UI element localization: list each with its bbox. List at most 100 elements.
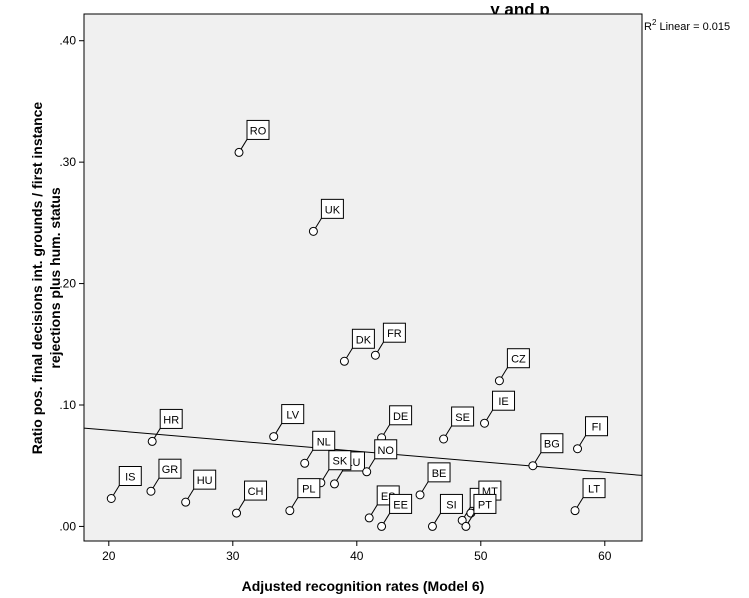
point-marker xyxy=(232,508,242,518)
x-tick-label: 50 xyxy=(474,549,488,563)
data-point-lt: LT xyxy=(570,478,606,516)
label-box xyxy=(281,404,305,425)
data-point-cz: CZ xyxy=(494,348,530,386)
label-box xyxy=(246,119,270,140)
y-tick-label: .20 xyxy=(59,277,76,291)
data-point-gr: GR xyxy=(146,458,182,496)
label-box xyxy=(297,478,321,499)
point-marker xyxy=(106,494,116,503)
point-marker xyxy=(146,486,156,496)
data-point-nl: NL xyxy=(300,430,336,468)
point-marker xyxy=(494,376,504,386)
point-marker xyxy=(147,436,157,446)
point-label: SE xyxy=(455,412,470,424)
point-marker xyxy=(269,432,279,442)
data-point-de: DE xyxy=(377,405,413,443)
label-box xyxy=(351,328,375,349)
label-box xyxy=(374,439,398,460)
data-point-is: IS xyxy=(106,466,142,503)
data-point-ro: RO xyxy=(234,119,270,157)
point-marker xyxy=(181,497,191,507)
data-point-hu: HU xyxy=(181,469,217,507)
label-box xyxy=(540,433,564,454)
data-point-uk: UK xyxy=(308,198,344,236)
x-tick-label: 60 xyxy=(598,549,612,563)
data-point-lv: LV xyxy=(269,404,305,442)
label-box xyxy=(328,450,352,471)
label-box xyxy=(389,493,413,514)
point-label: LV xyxy=(286,410,299,422)
point-label: RO xyxy=(250,125,267,137)
point-label: EE xyxy=(393,499,408,511)
point-label: GR xyxy=(162,464,179,476)
y-tick-label: .00 xyxy=(59,519,76,533)
point-label: UK xyxy=(325,204,341,216)
point-label: BG xyxy=(544,439,560,451)
point-label: SK xyxy=(332,456,347,468)
data-point-dk: DK xyxy=(339,328,375,366)
data-point-no: NO xyxy=(362,439,398,477)
label-box xyxy=(312,430,336,451)
point-marker xyxy=(308,226,318,236)
label-box xyxy=(506,348,530,369)
point-label: HU xyxy=(197,475,213,487)
point-marker xyxy=(364,513,374,523)
point-label: SI xyxy=(446,499,456,511)
label-box xyxy=(320,198,344,219)
point-marker xyxy=(234,147,244,157)
point-label: BE xyxy=(432,468,447,480)
point-marker xyxy=(300,458,310,468)
point-label: PL xyxy=(302,484,315,496)
point-label: LT xyxy=(588,484,600,496)
data-point-hr: HR xyxy=(147,408,183,446)
point-marker xyxy=(439,434,449,444)
point-marker xyxy=(427,521,437,531)
point-marker xyxy=(528,461,538,471)
point-label: PT xyxy=(478,499,492,511)
label-box xyxy=(158,458,182,479)
data-point-fi: FI xyxy=(573,416,609,454)
label-box xyxy=(389,405,413,426)
label-box xyxy=(492,390,516,411)
r-squared-label: R2 Linear = 0.015 xyxy=(644,18,730,33)
point-marker xyxy=(461,521,471,531)
x-tick-label: 40 xyxy=(350,549,364,563)
data-point-ch: CH xyxy=(232,480,268,518)
x-tick-label: 30 xyxy=(226,549,240,563)
point-marker xyxy=(370,350,380,360)
y-axis-title-line1: Ratio pos. final decisions int. grounds … xyxy=(29,102,45,455)
y-tick-label: .40 xyxy=(59,34,76,48)
x-tick-label: 20 xyxy=(102,549,116,563)
y-tick-label: .30 xyxy=(59,155,76,169)
point-label: NL xyxy=(317,436,331,448)
point-marker xyxy=(377,521,387,531)
label-box xyxy=(159,408,183,429)
point-label: DE xyxy=(393,411,408,423)
point-label: CZ xyxy=(511,354,526,366)
label-box xyxy=(193,469,217,490)
data-point-ie: IE xyxy=(480,390,516,428)
y-axis-ticks: .00 .10 .20 .30 .40 xyxy=(59,34,84,533)
label-box xyxy=(244,480,268,501)
point-marker xyxy=(362,467,372,477)
point-marker xyxy=(573,444,583,454)
point-marker xyxy=(329,479,339,489)
label-box xyxy=(582,478,606,499)
y-tick-label: .10 xyxy=(59,398,76,412)
data-point-pt: PT xyxy=(461,493,497,531)
label-box xyxy=(427,462,451,483)
label-box xyxy=(118,466,142,486)
x-axis-ticks: 20 30 40 50 60 xyxy=(102,541,612,563)
point-label: FR xyxy=(387,328,402,340)
data-point-sk: SK xyxy=(316,450,352,488)
label-box xyxy=(382,322,406,343)
data-point-be: BE xyxy=(415,462,451,500)
x-axis-title: Adjusted recognition rates (Model 6) xyxy=(242,578,485,594)
point-marker xyxy=(415,490,425,500)
data-point-si: SI xyxy=(427,493,463,531)
point-label: HR xyxy=(163,414,179,426)
point-marker xyxy=(285,506,295,516)
point-label: FI xyxy=(592,422,602,434)
